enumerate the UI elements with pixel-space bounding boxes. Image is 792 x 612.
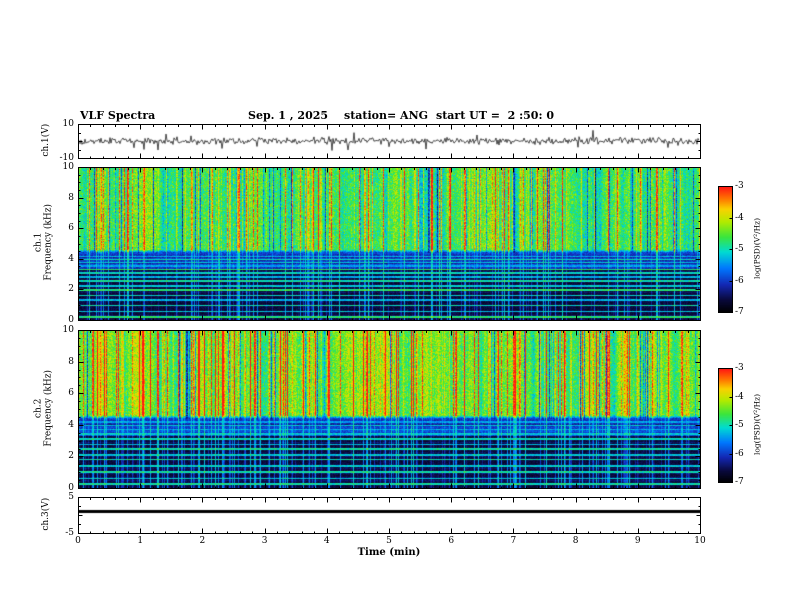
time-axis-label: Time (min) (357, 547, 421, 558)
y-tick-label: 4 (68, 253, 74, 264)
y-tick-label: 10 (62, 119, 74, 129)
ch1f-axis-label-line2: Frequency (kHz) (44, 204, 54, 281)
colorbar-tick-label: -4 (735, 212, 744, 223)
ch2f-axis-label-line2: Frequency (kHz) (44, 370, 54, 447)
y-tick-label: 2 (68, 451, 74, 462)
y-tick-label: 6 (68, 223, 74, 234)
ch2f-axis-label-line1: ch.2 (33, 398, 44, 419)
ch1f-axis-label: ch.1 Frequency (kHz) (34, 192, 55, 292)
x-tick-label: 6 (448, 536, 455, 546)
start-ut-label: start UT = 2 :50: 0 (436, 109, 554, 122)
colorbar-tick-label: -6 (735, 275, 744, 286)
x-tick-label: 10 (694, 536, 706, 546)
ch1f-axis-label-line1: ch.1 (33, 232, 44, 253)
colorbar-tick-label: -6 (735, 448, 744, 459)
colorbar-tick-label: -3 (735, 181, 744, 191)
y-tick-label: 8 (68, 356, 74, 367)
y-tick-label: 10 (62, 162, 74, 172)
ch1-voltage-waveform-canvas (78, 124, 700, 158)
figure-title: VLF Spectra (80, 109, 156, 122)
x-tick-label: 8 (572, 536, 579, 546)
ch1-spectrogram-canvas (78, 167, 700, 320)
x-tick-label: 2 (199, 536, 206, 546)
x-tick-label: 7 (510, 536, 517, 546)
y-tick-label: 10 (62, 325, 74, 335)
y-tick-label: 0 (68, 483, 74, 493)
x-tick-label: 4 (323, 536, 330, 546)
x-tick-label: 3 (261, 536, 268, 546)
ch2f-axis-label: ch.2 Frequency (kHz) (34, 358, 55, 458)
colorbar-tick-label: -7 (735, 307, 744, 317)
colorbar1-canvas (718, 186, 732, 312)
station-label: station= ANG (344, 109, 429, 122)
colorbar-tick-label: -3 (735, 363, 744, 373)
colorbar2-canvas (718, 368, 732, 482)
y-tick-label: 6 (68, 388, 74, 399)
colorbar-tick-label: -5 (735, 244, 744, 254)
figure-date: Sep. 1 , 2025 (248, 109, 329, 122)
y-tick-label: 2 (68, 284, 74, 295)
colorbar-tick-label: -5 (735, 420, 744, 430)
x-tick-label: 5 (386, 536, 392, 546)
x-tick-label: 9 (634, 536, 641, 546)
x-tick-label: 1 (137, 536, 144, 546)
y-tick-label: 0 (68, 315, 74, 325)
ch3-voltage-line-canvas (78, 497, 700, 533)
y-tick-label: -10 (59, 153, 75, 163)
y-tick-label: 4 (68, 419, 74, 430)
y-tick-label: 8 (68, 192, 74, 203)
colorbar-tick-label: -4 (735, 391, 744, 402)
x-tick-label: 0 (75, 536, 81, 546)
ch2-spectrogram-canvas (78, 330, 700, 488)
y-tick-label: -5 (65, 528, 74, 538)
colorbar-tick-label: -7 (735, 477, 744, 487)
y-tick-label: 5 (68, 492, 74, 502)
